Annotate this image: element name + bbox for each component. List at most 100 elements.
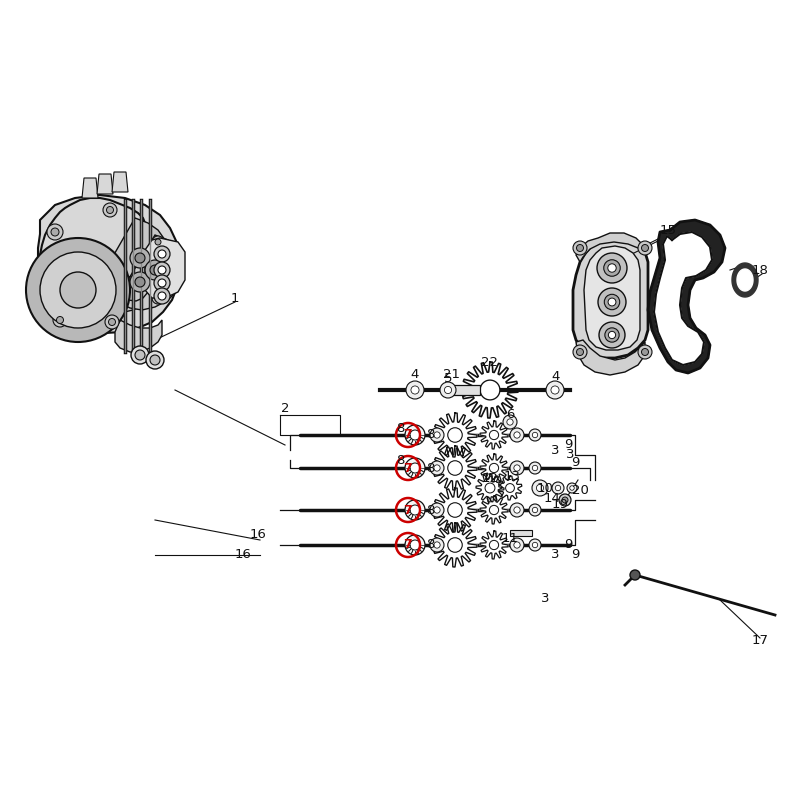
Circle shape: [154, 288, 170, 304]
Circle shape: [642, 245, 649, 251]
Circle shape: [604, 294, 620, 310]
Circle shape: [480, 380, 500, 400]
Circle shape: [150, 265, 160, 275]
Polygon shape: [732, 263, 758, 297]
Circle shape: [154, 275, 170, 291]
Bar: [450, 385, 480, 395]
Text: 9: 9: [564, 538, 572, 551]
Circle shape: [514, 542, 520, 548]
Text: 2: 2: [281, 402, 290, 414]
Text: 9: 9: [571, 455, 579, 469]
Circle shape: [410, 540, 420, 550]
Text: 14: 14: [543, 491, 561, 505]
Circle shape: [57, 317, 63, 323]
Circle shape: [405, 425, 425, 445]
Polygon shape: [433, 488, 477, 532]
Polygon shape: [433, 523, 477, 567]
Polygon shape: [480, 421, 508, 449]
Circle shape: [506, 483, 514, 492]
Circle shape: [577, 349, 583, 355]
Circle shape: [532, 480, 548, 496]
Polygon shape: [480, 496, 508, 524]
Polygon shape: [433, 413, 477, 457]
Text: 15: 15: [659, 223, 677, 237]
Circle shape: [26, 238, 130, 342]
Circle shape: [150, 355, 160, 365]
Circle shape: [604, 260, 620, 276]
Bar: [510, 530, 532, 536]
Text: 16: 16: [250, 529, 266, 542]
Circle shape: [529, 462, 541, 474]
Circle shape: [152, 292, 164, 304]
Text: 9: 9: [571, 549, 579, 562]
Circle shape: [130, 272, 150, 292]
Text: 20: 20: [571, 483, 589, 497]
Circle shape: [158, 292, 166, 300]
Text: 3: 3: [550, 549, 559, 562]
Polygon shape: [476, 474, 504, 502]
Circle shape: [434, 465, 440, 471]
Circle shape: [599, 322, 625, 348]
Polygon shape: [480, 454, 508, 482]
Text: 7: 7: [404, 462, 412, 474]
Circle shape: [40, 252, 116, 328]
Circle shape: [434, 542, 440, 548]
Circle shape: [47, 224, 63, 240]
Circle shape: [532, 542, 538, 548]
Circle shape: [448, 428, 462, 442]
Polygon shape: [462, 362, 518, 418]
Circle shape: [146, 351, 164, 369]
Polygon shape: [433, 446, 477, 490]
Circle shape: [529, 429, 541, 441]
Circle shape: [608, 298, 616, 306]
Text: 8: 8: [426, 503, 434, 517]
Text: 8: 8: [426, 429, 434, 442]
Circle shape: [406, 381, 424, 399]
Circle shape: [510, 428, 524, 442]
Circle shape: [445, 386, 451, 394]
Circle shape: [529, 539, 541, 551]
Circle shape: [411, 386, 419, 394]
Text: 11: 11: [502, 531, 518, 545]
Text: 8: 8: [426, 538, 434, 551]
Polygon shape: [115, 320, 162, 352]
Circle shape: [503, 415, 517, 429]
Text: 8: 8: [396, 422, 404, 434]
Circle shape: [532, 432, 538, 438]
Circle shape: [430, 538, 444, 552]
Circle shape: [405, 500, 425, 520]
Circle shape: [551, 386, 559, 394]
Circle shape: [440, 382, 456, 398]
Circle shape: [514, 507, 520, 513]
Circle shape: [514, 465, 520, 471]
Text: 8: 8: [426, 462, 434, 474]
Polygon shape: [584, 246, 640, 350]
Polygon shape: [85, 218, 168, 313]
Polygon shape: [573, 238, 648, 358]
Text: 8: 8: [396, 454, 404, 466]
Text: 17: 17: [751, 634, 769, 646]
Circle shape: [103, 203, 117, 217]
Circle shape: [155, 239, 161, 245]
Circle shape: [448, 461, 462, 475]
Circle shape: [638, 241, 652, 255]
Text: 18: 18: [751, 263, 769, 277]
Circle shape: [430, 461, 444, 475]
Text: 4: 4: [552, 370, 560, 383]
Text: 21: 21: [443, 369, 461, 382]
Text: 9: 9: [564, 438, 572, 451]
Polygon shape: [498, 476, 522, 500]
Circle shape: [430, 503, 444, 517]
Polygon shape: [576, 340, 645, 375]
Circle shape: [532, 507, 538, 513]
Polygon shape: [38, 195, 180, 333]
Circle shape: [546, 381, 564, 399]
Circle shape: [597, 253, 627, 283]
Text: 12: 12: [482, 471, 498, 485]
Circle shape: [434, 432, 440, 438]
Circle shape: [485, 483, 495, 493]
Circle shape: [53, 313, 67, 327]
Polygon shape: [654, 232, 712, 365]
Text: 7: 7: [404, 503, 412, 517]
Circle shape: [106, 206, 114, 214]
